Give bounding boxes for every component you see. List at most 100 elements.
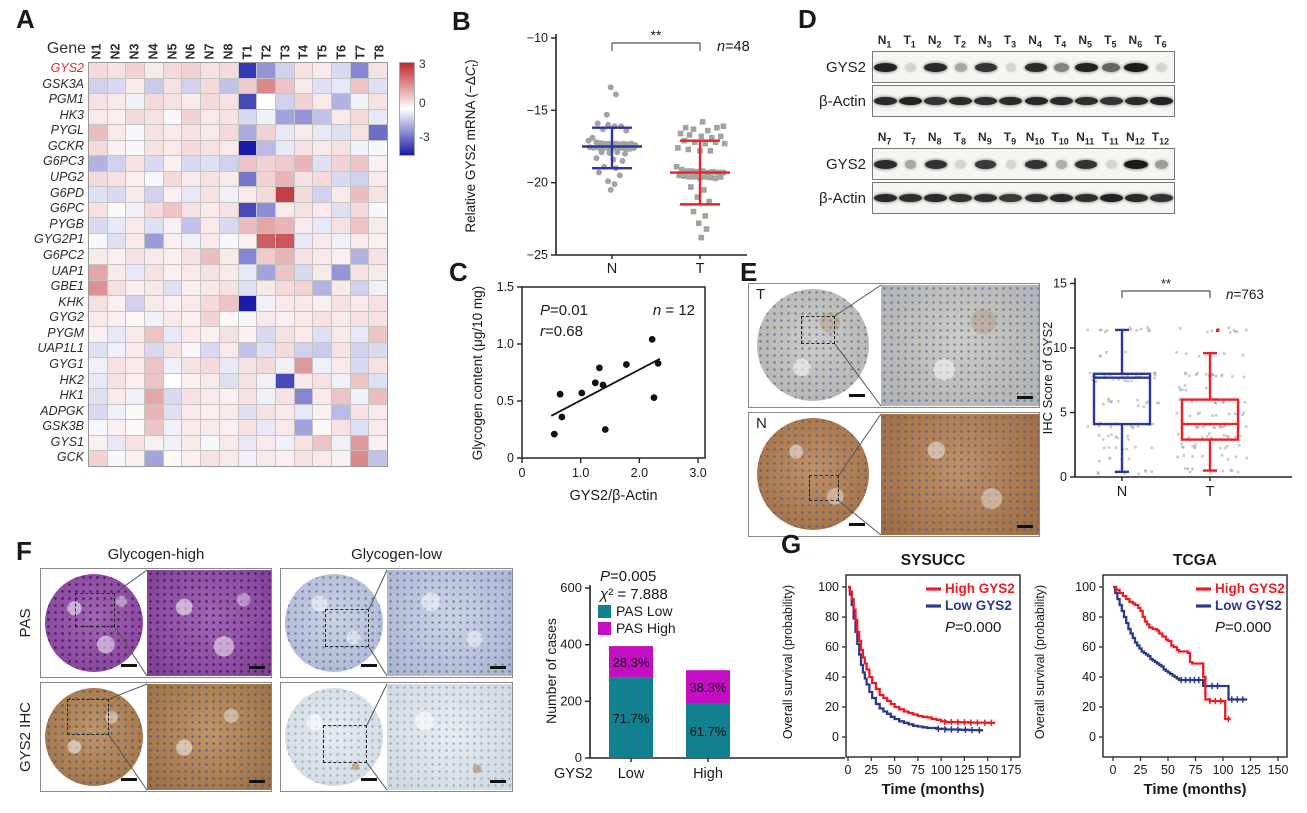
- data-point: [712, 139, 719, 145]
- heatmap-cell: [369, 358, 387, 373]
- data-point: [1178, 398, 1181, 401]
- data-point: [1097, 434, 1101, 437]
- data-point: [601, 426, 609, 433]
- heatmap-gene-label: GSK3B: [42, 419, 84, 434]
- heatmap-cell: [313, 249, 331, 264]
- heatmap-cell: [145, 94, 163, 109]
- heatmap-cell: [238, 311, 257, 327]
- heatmap-cell: [275, 435, 294, 451]
- italic-part: P: [600, 568, 610, 585]
- protein-band: [924, 194, 948, 202]
- heatmap-cell: [350, 389, 369, 404]
- data-point: [1207, 432, 1211, 435]
- heatmap-cell: [145, 451, 163, 466]
- data-point: [1107, 446, 1111, 449]
- protein-band: [1024, 194, 1048, 202]
- heatmap-cell: [331, 435, 350, 451]
- heatmap-cell: [89, 233, 107, 249]
- plot-box: [845, 574, 1021, 758]
- lane-label: T8: [953, 130, 966, 147]
- data-point: [623, 361, 630, 368]
- heatmap-cell: [126, 218, 145, 233]
- heatmap-cell: [107, 109, 126, 125]
- heatmap-cell: [238, 280, 257, 296]
- heatmap-cell: [313, 389, 331, 404]
- data-point: [686, 132, 693, 138]
- y-tick-label: 100: [818, 580, 839, 594]
- heatmap-cell: [331, 125, 350, 140]
- data-point: [598, 149, 605, 156]
- heatmap-cell: [89, 171, 107, 187]
- heatmap-cell: [219, 435, 238, 451]
- significance-stars: **: [1161, 276, 1171, 291]
- heatmap-cell: [107, 78, 126, 94]
- heatmap-cell: [313, 233, 331, 249]
- data-point: [699, 168, 706, 174]
- heatmap-cell: [331, 218, 350, 233]
- heatmap-cell: [369, 342, 387, 358]
- bar-segment-PAS-Low: [609, 677, 653, 758]
- heatmap-cell: [126, 311, 145, 327]
- lane-label: T1: [903, 33, 916, 50]
- data-point: [1237, 444, 1241, 447]
- heatmap-cell: [257, 342, 275, 358]
- heatmap-cell: [89, 435, 107, 451]
- data-point: [673, 164, 680, 170]
- heatmap-cell: [238, 156, 257, 171]
- pas-image-glycogen-high: [40, 568, 272, 678]
- heatmap-cell: [89, 78, 107, 94]
- heatmap-cell: [294, 358, 313, 373]
- heatmap-cell: [182, 404, 201, 420]
- heatmap-cell: [350, 171, 369, 187]
- data-point: [1220, 454, 1224, 457]
- scale-bar: [1017, 396, 1033, 399]
- data-point: [1176, 455, 1179, 459]
- y-axis-label: Overall survival (probability): [781, 585, 795, 739]
- heatmap-cell: [313, 202, 331, 218]
- protein-band: [873, 62, 898, 72]
- heatmap-cell: [331, 171, 350, 187]
- scale-bar: [849, 394, 865, 397]
- segment-percent-label: 61.7%: [690, 724, 727, 739]
- heatmap-cell: [89, 156, 107, 171]
- y-axis-label: Overall survival (probability): [1033, 585, 1047, 739]
- ihc-image-normal: N: [748, 412, 1040, 537]
- protein-band: [1074, 194, 1098, 202]
- heatmap-cell: [331, 389, 350, 404]
- rest-part: =48: [725, 39, 750, 55]
- protein-band: [874, 159, 897, 169]
- heatmap-cell: [89, 63, 107, 78]
- heatmap-cell: [331, 451, 350, 466]
- y-tick-label: 0: [507, 451, 514, 465]
- heatmap-cell: [238, 63, 257, 78]
- heatmap-cell: [219, 94, 238, 109]
- panel-c-label: C: [449, 257, 468, 287]
- y-tick-label: 5: [1060, 406, 1067, 420]
- heatmap-cell: [313, 78, 331, 94]
- data-point: [684, 168, 690, 174]
- heatmap-gene-label: GCKR: [47, 138, 84, 153]
- data-point: [1235, 330, 1239, 333]
- lane-label: N2: [927, 33, 942, 50]
- heatmap-cell: [182, 249, 201, 264]
- heatmap-gene-header: Gene: [46, 40, 86, 57]
- y-tick-label: 100: [1075, 580, 1096, 594]
- data-point: [705, 127, 711, 134]
- zoom-region-box: [75, 593, 115, 627]
- data-point: [594, 120, 601, 127]
- data-point: [1184, 352, 1188, 356]
- data-point: [1126, 374, 1129, 377]
- heatmap-cell: [238, 94, 257, 109]
- heatmap-cell: [89, 187, 107, 202]
- heatmap-cell: [257, 358, 275, 373]
- heatmap-cell: [294, 63, 313, 78]
- heatmap-cell: [145, 171, 163, 187]
- heatmap-cell: [275, 109, 294, 125]
- data-point: [707, 174, 714, 181]
- heatmap-cell: [163, 171, 182, 187]
- data-point: [1209, 471, 1213, 475]
- data-point: [699, 119, 706, 125]
- data-point: [690, 126, 697, 132]
- heatmap-cell: [182, 233, 201, 249]
- heatmap-cell: [182, 265, 201, 280]
